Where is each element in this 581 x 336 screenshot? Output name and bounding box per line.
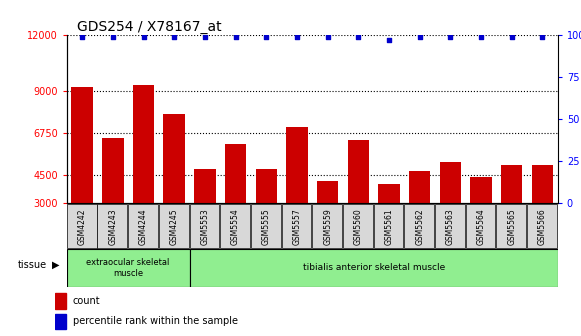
Point [507,34,517,40]
Bar [347,140,369,203]
Point [476,34,486,40]
Text: extraocular skeletal
muscle: extraocular skeletal muscle [87,258,170,278]
Point [415,34,424,40]
FancyBboxPatch shape [220,204,250,248]
Point [200,34,210,40]
FancyBboxPatch shape [466,204,496,248]
Text: GSM5561: GSM5561 [385,209,393,245]
Text: count: count [73,296,101,306]
FancyBboxPatch shape [98,204,127,248]
FancyBboxPatch shape [128,204,158,248]
Point [261,34,271,40]
Point [292,34,302,40]
Bar [409,171,431,203]
Text: GSM4244: GSM4244 [139,209,148,245]
Point [139,34,148,40]
Text: GSM4245: GSM4245 [170,209,179,245]
Bar [470,177,492,203]
Text: GDS254 / X78167_at: GDS254 / X78167_at [77,20,221,34]
Bar [71,87,93,203]
Text: GSM5555: GSM5555 [262,209,271,246]
FancyBboxPatch shape [435,204,465,248]
Point [170,34,179,40]
Bar [55,293,66,309]
Text: tibialis anterior skeletal muscle: tibialis anterior skeletal muscle [303,263,445,272]
FancyBboxPatch shape [251,204,281,248]
Bar [225,144,246,203]
Text: GSM5557: GSM5557 [292,209,302,246]
FancyBboxPatch shape [374,204,403,248]
Point [108,34,117,40]
Text: GSM5562: GSM5562 [415,209,424,245]
Bar [55,313,66,329]
Point [446,34,455,40]
Text: GSM5563: GSM5563 [446,209,455,246]
Bar [378,184,400,203]
Bar [440,162,461,203]
Bar [501,165,522,203]
Point [538,34,547,40]
Text: ▶: ▶ [52,260,60,269]
FancyBboxPatch shape [343,204,373,248]
FancyBboxPatch shape [404,204,434,248]
Text: GSM5553: GSM5553 [200,209,209,246]
Text: GSM4242: GSM4242 [78,209,87,245]
Text: percentile rank within the sample: percentile rank within the sample [73,316,238,326]
Text: GSM5559: GSM5559 [323,209,332,246]
FancyBboxPatch shape [496,204,526,248]
FancyBboxPatch shape [189,249,558,287]
FancyBboxPatch shape [282,204,311,248]
Text: GSM4243: GSM4243 [108,209,117,245]
Point [231,34,240,40]
FancyBboxPatch shape [527,204,557,248]
Text: GSM5565: GSM5565 [507,209,517,246]
Point [77,34,87,40]
Bar [256,169,277,203]
FancyBboxPatch shape [67,204,96,248]
Text: GSM5564: GSM5564 [476,209,486,246]
Point [323,34,332,40]
Text: GSM5566: GSM5566 [538,209,547,246]
Text: GSM5560: GSM5560 [354,209,363,246]
Bar [317,181,338,203]
Bar [102,138,124,203]
Point [354,34,363,40]
FancyBboxPatch shape [67,249,189,287]
Bar [163,114,185,203]
Bar [133,85,155,203]
FancyBboxPatch shape [159,204,189,248]
FancyBboxPatch shape [189,204,219,248]
Text: GSM5554: GSM5554 [231,209,240,246]
Bar [286,127,308,203]
Bar [194,169,216,203]
Text: tissue: tissue [17,260,46,269]
Point [385,38,394,43]
FancyBboxPatch shape [313,204,342,248]
Bar [532,165,553,203]
